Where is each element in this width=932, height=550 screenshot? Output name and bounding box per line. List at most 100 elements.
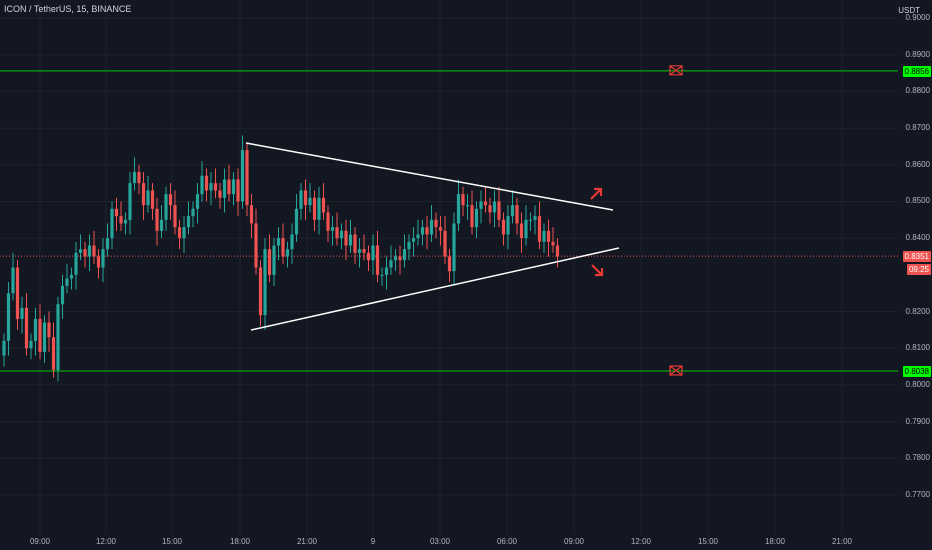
- y-tick-label: 0.8700: [905, 123, 930, 133]
- candle-body: [389, 260, 393, 268]
- candle-body: [6, 293, 11, 341]
- y-tick-label: 0.8800: [905, 86, 930, 96]
- candle-body: [339, 230, 344, 239]
- candle-body: [69, 274, 74, 279]
- support-price-label: 0.8038: [902, 366, 931, 377]
- y-tick-label: 0.8900: [905, 49, 930, 59]
- candle-body: [461, 194, 465, 206]
- x-tick-label: 12:00: [95, 537, 117, 546]
- candle-body: [555, 245, 560, 257]
- symbol-title[interactable]: ICON / TetherUS, 15, BINANCE: [4, 4, 132, 14]
- candle-body: [168, 194, 173, 206]
- resistance-price-label: 0.8856: [902, 66, 931, 77]
- x-tick-label: 06:00: [496, 537, 518, 546]
- currency-label[interactable]: USDT: [898, 6, 920, 15]
- candle-body: [515, 205, 519, 224]
- candle-body: [96, 256, 101, 268]
- y-tick-label: 0.8100: [905, 343, 930, 353]
- candle-body: [411, 238, 416, 242]
- candle-body: [510, 205, 515, 217]
- triangle-lower-trendline: [250, 247, 620, 331]
- candle-body: [164, 194, 168, 220]
- x-tick-label: 9: [370, 537, 376, 546]
- candle-body: [344, 230, 348, 246]
- candle-body: [132, 172, 137, 184]
- candle-body: [416, 234, 420, 239]
- candle-body: [213, 183, 218, 191]
- flag-icon: [669, 65, 683, 76]
- candle-body: [119, 216, 123, 224]
- candle-body: [65, 278, 69, 286]
- candle-body: [330, 227, 335, 231]
- candle-body: [285, 249, 290, 257]
- candle-body: [33, 318, 38, 341]
- candle-body: [159, 219, 164, 231]
- candle-body: [398, 256, 402, 261]
- candle-body: [92, 245, 96, 257]
- candle-body: [452, 223, 456, 272]
- candle-body: [483, 201, 488, 206]
- candle-body: [362, 249, 366, 253]
- candle-body: [497, 201, 501, 220]
- candle-body: [204, 175, 209, 191]
- candle-body: [42, 322, 47, 352]
- candle-body: [465, 205, 470, 207]
- x-tick-label: 12:00: [630, 537, 652, 546]
- candle-body: [123, 219, 128, 224]
- candle-body: [11, 267, 15, 294]
- candle-body: [267, 249, 272, 275]
- candle-body: [420, 227, 425, 235]
- candle-body: [317, 197, 321, 220]
- candle-body: [447, 256, 452, 272]
- candle-body: [56, 304, 60, 371]
- candle-body: [470, 205, 474, 228]
- candle-body: [24, 307, 29, 349]
- candle-body: [321, 197, 326, 213]
- flag-icon: [669, 365, 683, 376]
- candle-body: [366, 252, 371, 261]
- candle-body: [200, 175, 204, 195]
- candle-body: [303, 190, 308, 206]
- candle-body: [182, 227, 186, 239]
- candle-body: [209, 183, 213, 191]
- candle-body: [474, 208, 479, 228]
- candle-body: [276, 238, 281, 246]
- candle-body: [83, 249, 87, 257]
- candle-body: [519, 223, 524, 239]
- candle-body: [357, 249, 362, 253]
- candle-body: [263, 249, 267, 316]
- candle-body: [47, 322, 51, 338]
- candle-body: [551, 241, 555, 246]
- triangle-upper-trendline: [245, 142, 614, 211]
- candle-body: [348, 234, 353, 246]
- candle-body: [528, 219, 533, 221]
- candle-body: [542, 230, 546, 242]
- candle-body: [245, 150, 249, 206]
- candle-body: [537, 216, 542, 242]
- candle-body: [231, 179, 236, 195]
- candle-body: [353, 234, 357, 253]
- y-tick-label: 0.8500: [905, 196, 930, 206]
- candle-body: [393, 256, 398, 261]
- candle-body: [546, 230, 551, 242]
- candle-body: [105, 238, 110, 250]
- candle-body: [249, 205, 254, 224]
- x-tick-label: 03:00: [429, 537, 451, 546]
- x-tick-label: 21:00: [831, 537, 853, 546]
- candle-body: [335, 227, 339, 239]
- candle-body: [384, 267, 389, 275]
- candle-body: [312, 197, 317, 220]
- candle-body: [308, 197, 312, 206]
- candle-body: [128, 183, 132, 220]
- candle-body: [533, 216, 537, 220]
- candle-body: [438, 227, 443, 231]
- candle-body: [177, 227, 182, 239]
- y-tick-label: 0.9000: [905, 13, 930, 22]
- candle-body: [218, 190, 222, 198]
- candle-body: [240, 150, 245, 202]
- candle-body: [191, 208, 195, 217]
- candle-body: [236, 179, 240, 202]
- candle-body: [38, 318, 42, 352]
- candle-body: [110, 208, 114, 239]
